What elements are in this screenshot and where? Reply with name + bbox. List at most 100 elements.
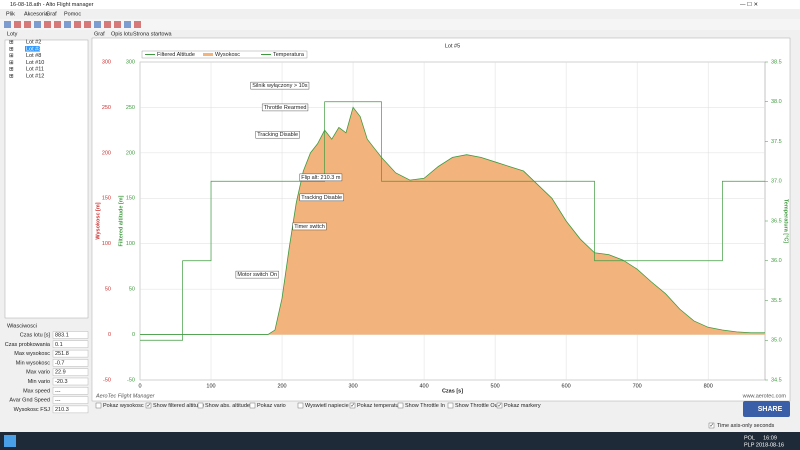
taskbar bbox=[0, 432, 800, 450]
tree-item[interactable]: Lot #10 bbox=[26, 60, 44, 66]
annotation-box bbox=[299, 193, 344, 202]
toolbar-icon[interactable] bbox=[54, 21, 61, 28]
option-label[interactable]: Show abs. altitude bbox=[205, 403, 250, 409]
window-controls[interactable]: — ☐ ✕ bbox=[740, 1, 758, 8]
property-value: -0.7 bbox=[55, 360, 64, 366]
x-axis-title: Czas [s] bbox=[442, 388, 463, 394]
checkbox[interactable] bbox=[95, 402, 102, 409]
property-name: Wysokosc FSJ bbox=[14, 407, 51, 413]
tray-lang: POL bbox=[744, 435, 755, 441]
option-label[interactable]: Pokaz wysokosc bbox=[103, 403, 144, 409]
checkbox[interactable] bbox=[197, 402, 204, 409]
checkbox[interactable] bbox=[349, 402, 356, 409]
toolbar-icon[interactable] bbox=[84, 21, 91, 28]
toolbar-icon[interactable] bbox=[34, 21, 41, 28]
annotation-text: Silnik wyłączony > 10s bbox=[252, 83, 307, 89]
checkbox[interactable] bbox=[397, 402, 404, 409]
y-tick-label-filtered: -50 bbox=[127, 377, 135, 383]
option-label[interactable]: Pokaz temperature bbox=[357, 403, 403, 409]
property-box bbox=[52, 405, 89, 414]
toolbar-icon[interactable] bbox=[134, 21, 141, 28]
y-tick-label-filtered: 150 bbox=[126, 196, 135, 202]
toolbar-icon[interactable] bbox=[64, 21, 71, 28]
option-label[interactable]: Show Throttle Out bbox=[455, 403, 500, 409]
x-tick-label: 700 bbox=[633, 383, 642, 389]
option-label[interactable]: Show filtered altitude bbox=[153, 403, 204, 409]
annotation-box bbox=[299, 173, 343, 182]
tray-date: 2018-08-16 bbox=[756, 442, 784, 448]
toolbar-icon[interactable] bbox=[74, 21, 81, 28]
property-box bbox=[52, 377, 89, 386]
menu-item[interactable]: Pomoc bbox=[64, 11, 81, 17]
option-label[interactable]: Pokaz vario bbox=[257, 403, 286, 409]
y2-tick-label: 34.5 bbox=[771, 377, 782, 383]
tree-item[interactable]: Lot #3 bbox=[26, 46, 41, 52]
checkbox[interactable] bbox=[297, 402, 304, 409]
toolbar-icon[interactable] bbox=[104, 21, 111, 28]
option-label[interactable]: Wyswietl napiecie bbox=[305, 403, 349, 409]
tree-item[interactable]: Lot #2 bbox=[26, 39, 41, 45]
option-label[interactable]: Show Throttle In bbox=[405, 403, 445, 409]
tab[interactable]: Graf bbox=[94, 31, 105, 37]
check[interactable]: ✓ bbox=[351, 403, 356, 409]
y-axis-title: Wysokosc [m] bbox=[95, 202, 101, 239]
annotation-box bbox=[250, 81, 310, 90]
checkbox[interactable] bbox=[249, 402, 256, 409]
property-name: Min wysokosc bbox=[16, 360, 50, 366]
checkbox[interactable] bbox=[447, 402, 454, 409]
legend-label: Filtered Altitude bbox=[157, 52, 195, 58]
tree-expander[interactable]: ⊞ bbox=[9, 60, 14, 66]
checkbox[interactable] bbox=[145, 402, 152, 409]
annotation-text: Tracking Disable bbox=[301, 195, 342, 201]
y2-tick-label: 35.5 bbox=[771, 298, 782, 304]
share-button[interactable] bbox=[743, 401, 790, 417]
property-value: 883.1 bbox=[55, 332, 69, 338]
menu-item[interactable]: Akcesoria bbox=[24, 11, 49, 17]
y-tick-label-filtered: 300 bbox=[126, 59, 135, 65]
toolbar-icon[interactable] bbox=[114, 21, 121, 28]
tree-expander[interactable]: ⊞ bbox=[9, 39, 14, 45]
y-tick-label-filtered: 100 bbox=[126, 241, 135, 247]
property-box bbox=[52, 331, 89, 339]
y2-axis-title: Temperatura [°C] bbox=[783, 199, 789, 243]
footer-left: AeroTec Flight Manager bbox=[95, 393, 156, 399]
start-button[interactable] bbox=[4, 435, 16, 447]
check[interactable]: ✓ bbox=[147, 403, 152, 409]
tab[interactable]: Strona startowa bbox=[133, 31, 172, 37]
share-label[interactable]: SHARE bbox=[758, 406, 783, 413]
toolbar-icon[interactable] bbox=[14, 21, 21, 28]
option-label[interactable]: Pokaz markery bbox=[504, 403, 541, 409]
tree-item[interactable]: Lot #8 bbox=[26, 53, 41, 59]
tree-expander[interactable]: ⊞ bbox=[9, 53, 14, 59]
option-label[interactable]: Time axis-only seconds bbox=[717, 423, 775, 429]
toolbar-icon[interactable] bbox=[124, 21, 131, 28]
y-tick-label-filtered: 50 bbox=[129, 287, 135, 293]
x-tick-label: 500 bbox=[491, 383, 500, 389]
tree-expander[interactable]: ⊞ bbox=[9, 46, 14, 52]
x-tick-label: 300 bbox=[348, 383, 357, 389]
property-value: 0.1 bbox=[55, 342, 63, 348]
toolbar-icon[interactable] bbox=[44, 21, 51, 28]
menu-item[interactable]: Graf bbox=[46, 11, 57, 17]
toolbar-icon[interactable] bbox=[24, 21, 31, 28]
check[interactable]: ✓ bbox=[710, 423, 715, 429]
checkbox[interactable] bbox=[496, 402, 503, 409]
toolbar-icon[interactable] bbox=[94, 21, 101, 28]
checkbox[interactable] bbox=[708, 422, 715, 429]
legend-label: Temperatura bbox=[273, 52, 305, 58]
menu-item[interactable]: Plik bbox=[6, 11, 15, 17]
tree-item[interactable]: Lot #12 bbox=[26, 73, 44, 79]
check[interactable]: ✓ bbox=[498, 403, 503, 409]
tree-expander[interactable]: ⊞ bbox=[9, 67, 14, 73]
filtered-altitude-line bbox=[140, 106, 765, 335]
property-value: 251.8 bbox=[55, 351, 69, 357]
toolbar-icon[interactable] bbox=[4, 21, 11, 28]
y2-tick-label: 37.0 bbox=[771, 179, 782, 185]
tree-expander[interactable]: ⊞ bbox=[9, 73, 14, 79]
tab[interactable]: Opis lotu bbox=[111, 31, 133, 37]
property-box bbox=[52, 368, 89, 376]
tree-item[interactable]: Lot #11 bbox=[26, 67, 44, 73]
property-value: --- bbox=[55, 398, 61, 404]
annotation-text: Flip alt: 210.3 m bbox=[301, 175, 341, 181]
y-tick-label: 50 bbox=[105, 287, 111, 293]
